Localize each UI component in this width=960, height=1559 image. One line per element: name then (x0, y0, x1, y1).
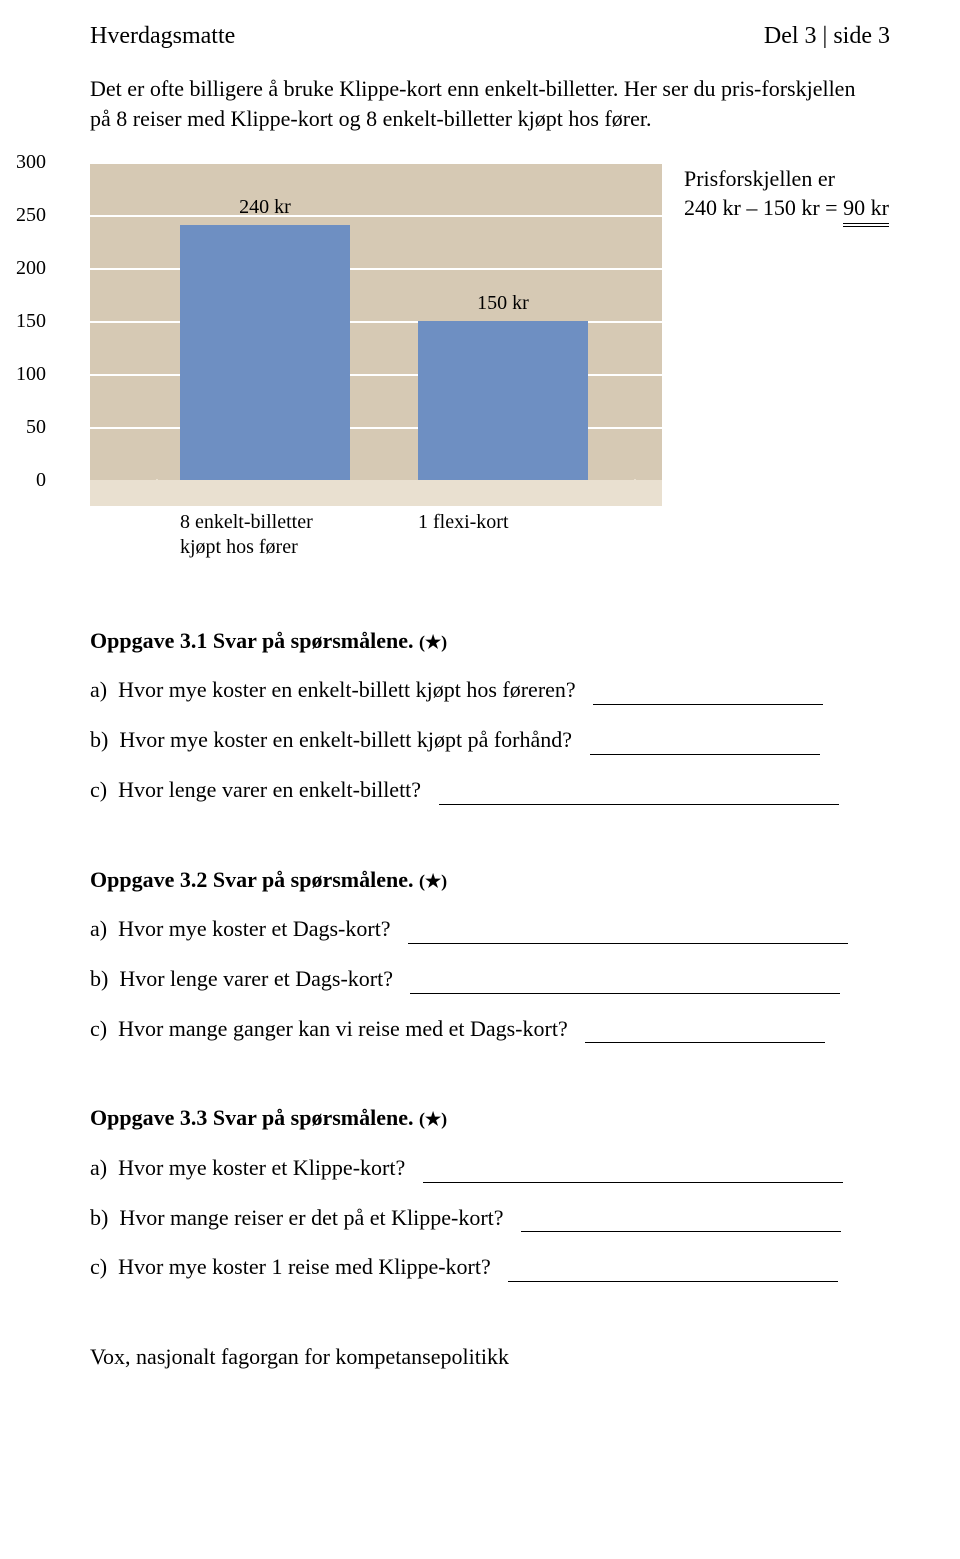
question-text: b) Hvor lenge varer et Dags-kort? (90, 964, 398, 994)
exercise-question: a) Hvor mye koster en enkelt-billett kjø… (90, 675, 890, 705)
star-icon: (★) (419, 871, 447, 891)
chart-area: 050100150200250300 240 kr150 kr 8 enkelt… (90, 162, 890, 566)
exercise-question: b) Hvor lenge varer et Dags-kort? (90, 964, 890, 994)
exercise-title: Oppgave 3.3 Svar på spørsmålene. (★) (90, 1103, 890, 1133)
annotation-line2: 240 kr – 150 kr = 90 kr (684, 193, 889, 224)
header-left: Hverdagsmatte (90, 20, 235, 52)
footer-text: Vox, nasjonalt fagorgan for kompetansepo… (90, 1342, 890, 1372)
question-text: a) Hvor mye koster et Klippe-kort? (90, 1153, 411, 1183)
x-category-label-line: 8 enkelt-billetter (180, 510, 390, 535)
exercise-title-text: Oppgave 3.3 Svar på spørsmålene. (90, 1105, 419, 1130)
question-text: c) Hvor lenge varer en enkelt-billett? (90, 775, 427, 805)
answer-blank[interactable] (508, 1260, 838, 1282)
question-text: a) Hvor mye koster en enkelt-billett kjø… (90, 675, 581, 705)
question-text: c) Hvor mye koster 1 reise med Klippe-ko… (90, 1252, 496, 1282)
exercise-title: Oppgave 3.1 Svar på spørsmålene. (★) (90, 626, 890, 656)
gridline (90, 162, 662, 164)
star-icon: (★) (419, 632, 447, 652)
header-right: Del 3 | side 3 (764, 20, 890, 52)
question-text: b) Hvor mange reiser er det på et Klippe… (90, 1203, 509, 1233)
answer-blank[interactable] (408, 922, 848, 944)
page-header: Hverdagsmatte Del 3 | side 3 (90, 20, 890, 52)
y-tick-label: 0 (6, 470, 46, 490)
x-axis-band (90, 480, 662, 506)
exercise-question: b) Hvor mye koster en enkelt-billett kjø… (90, 725, 890, 755)
question-text: c) Hvor mange ganger kan vi reise med et… (90, 1014, 573, 1044)
exercise-block: Oppgave 3.3 Svar på spørsmålene. (★) a) H… (90, 1103, 890, 1282)
answer-blank[interactable] (410, 972, 840, 994)
intro-text: Det er ofte billigere å bruke Klippe-kor… (90, 74, 870, 133)
x-category-label-line: 1 flexi-kort (418, 510, 628, 535)
exercise-title-text: Oppgave 3.2 Svar på spørsmålene. (90, 867, 419, 892)
chart-wrap: 050100150200250300 240 kr150 kr 8 enkelt… (90, 162, 662, 566)
y-tick-label: 50 (6, 417, 46, 437)
y-tick-label: 300 (6, 152, 46, 172)
question-text: a) Hvor mye koster et Dags-kort? (90, 914, 396, 944)
bar-value-label: 150 kr (477, 290, 529, 317)
exercise-question: c) Hvor mange ganger kan vi reise med et… (90, 1014, 890, 1044)
exercise-question: c) Hvor mye koster 1 reise med Klippe-ko… (90, 1252, 890, 1282)
chart-box: 050100150200250300 240 kr150 kr (90, 162, 662, 506)
x-minor-tick (634, 479, 636, 485)
y-tick-label: 250 (6, 205, 46, 225)
x-category-label: 8 enkelt-billetterkjøpt hos fører (180, 510, 390, 560)
answer-blank[interactable] (521, 1210, 841, 1232)
chart-annotation: Prisforskjellen er 240 kr – 150 kr = 90 … (684, 164, 889, 224)
question-text: b) Hvor mye koster en enkelt-billett kjø… (90, 725, 578, 755)
y-tick-label: 100 (6, 364, 46, 384)
answer-blank[interactable] (593, 683, 823, 705)
exercise-question: a) Hvor mye koster et Dags-kort? (90, 914, 890, 944)
x-minor-tick (156, 479, 158, 485)
exercise-title-text: Oppgave 3.1 Svar på spørsmålene. (90, 628, 419, 653)
bar (180, 225, 350, 479)
x-category-label-line: kjøpt hos fører (180, 535, 390, 560)
exercises-container: Oppgave 3.1 Svar på spørsmålene. (★) a) H… (90, 626, 890, 1282)
exercise-title: Oppgave 3.2 Svar på spørsmålene. (★) (90, 865, 890, 895)
x-category-label: 1 flexi-kort (418, 510, 628, 535)
exercise-question: c) Hvor lenge varer en enkelt-billett? (90, 775, 890, 805)
exercise-question: b) Hvor mange reiser er det på et Klippe… (90, 1203, 890, 1233)
answer-blank[interactable] (590, 733, 820, 755)
annotation-plain: 240 kr – 150 kr = (684, 195, 843, 220)
annotation-underlined: 90 kr (843, 193, 889, 224)
answer-blank[interactable] (423, 1161, 843, 1183)
gridline (90, 268, 662, 270)
y-tick-label: 200 (6, 258, 46, 278)
chart-panel: 240 kr 150 kr (90, 162, 662, 506)
star-icon: (★) (419, 1109, 447, 1129)
exercise-block: Oppgave 3.2 Svar på spørsmålene. (★) a) H… (90, 865, 890, 1044)
y-tick-label: 150 (6, 311, 46, 331)
bar (418, 321, 588, 480)
gridline (90, 215, 662, 217)
answer-blank[interactable] (585, 1021, 825, 1043)
answer-blank[interactable] (439, 783, 839, 805)
annotation-line1: Prisforskjellen er (684, 164, 889, 194)
exercise-question: a) Hvor mye koster et Klippe-kort? (90, 1153, 890, 1183)
exercise-block: Oppgave 3.1 Svar på spørsmålene. (★) a) H… (90, 626, 890, 805)
bar-value-label: 240 kr (239, 194, 291, 221)
